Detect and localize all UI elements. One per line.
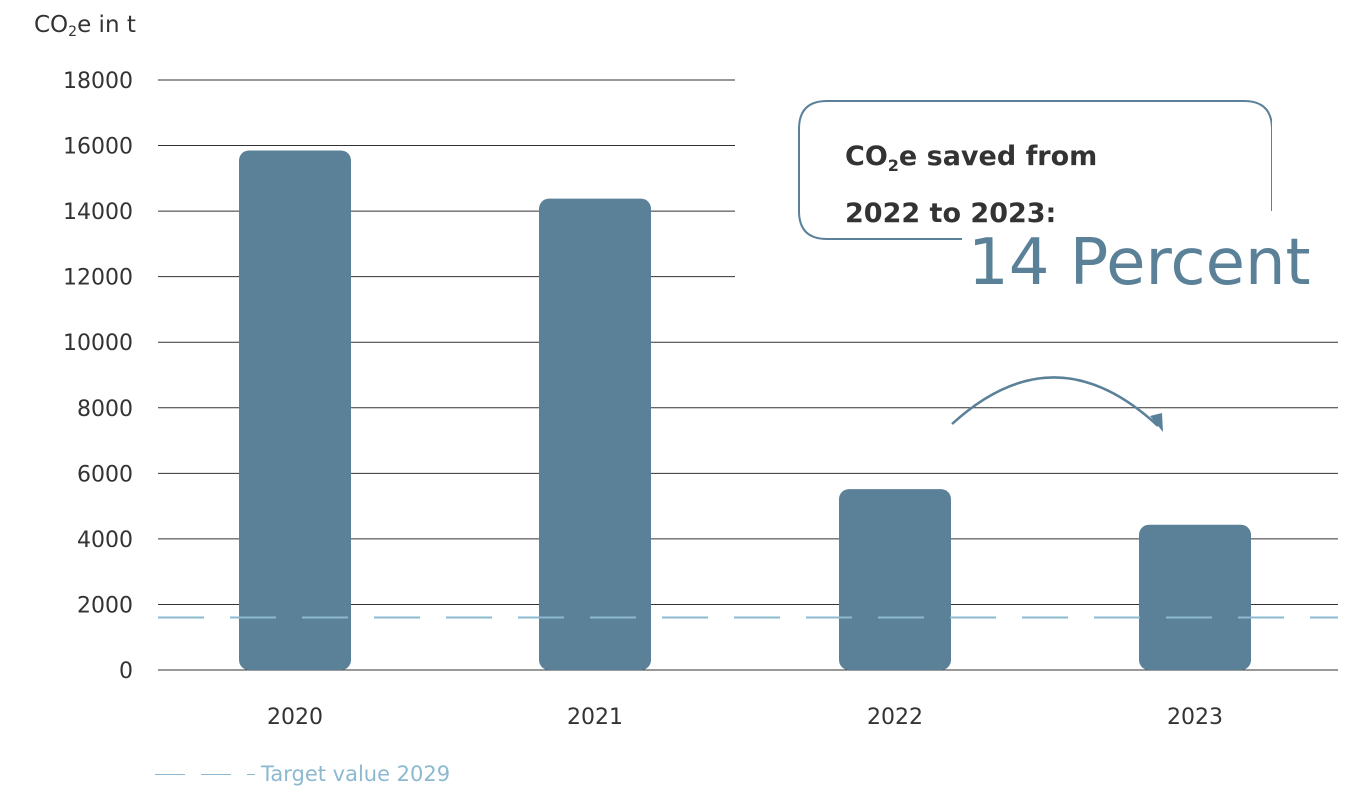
x-tick-label: 2023 xyxy=(1167,705,1223,730)
y-tick-label: 0 xyxy=(119,659,133,684)
x-tick-label: 2021 xyxy=(567,705,623,730)
y-axis-label: CO2e in t xyxy=(34,12,136,40)
y-tick-label: 8000 xyxy=(77,397,133,422)
y-tick-label: 2000 xyxy=(77,593,133,618)
y-tick-label: 4000 xyxy=(77,528,133,553)
callout-line-1: CO2e saved from xyxy=(845,141,1098,175)
y-tick-label: 12000 xyxy=(63,266,133,291)
change-arrow xyxy=(951,376,1159,427)
y-tick-label: 6000 xyxy=(77,462,133,487)
y-tick-label: 16000 xyxy=(63,135,133,160)
callout-line-2: 2022 to 2023: xyxy=(845,198,1057,229)
bar xyxy=(839,489,951,670)
savings-percent: 14 Percent xyxy=(962,226,1317,300)
y-tick-label: 14000 xyxy=(63,200,133,225)
change-arrow-head xyxy=(1150,413,1163,432)
y-tick-label: 18000 xyxy=(63,69,133,94)
legend-label-target: Target value 2029 xyxy=(261,762,451,786)
legend-swatch-dashed xyxy=(155,774,255,775)
y-tick-label: 10000 xyxy=(63,331,133,356)
callout-box xyxy=(798,100,1272,240)
x-tick-label: 2020 xyxy=(267,705,323,730)
legend: Target value 2029 xyxy=(155,762,450,786)
callout-text: CO2e saved from 2022 to 2023: xyxy=(845,133,1097,238)
x-tick-label: 2022 xyxy=(867,705,923,730)
bar xyxy=(539,198,651,670)
bar xyxy=(1139,524,1251,670)
bar xyxy=(239,150,351,670)
